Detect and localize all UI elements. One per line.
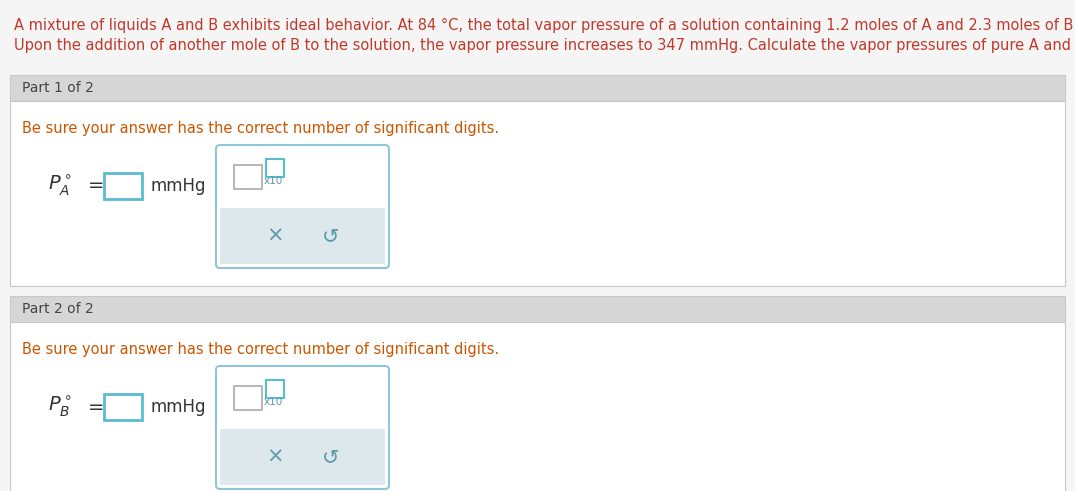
Bar	[10, 101, 1065, 286]
Text: Be sure your answer has the correct number of significant digits.: Be sure your answer has the correct numb…	[22, 342, 499, 357]
Text: mmHg: mmHg	[151, 177, 205, 195]
Text: A mixture of liquids A and B exhibits ideal behavior. At 84 °C, the total vapor : A mixture of liquids A and B exhibits id…	[14, 18, 1075, 33]
Bar	[10, 322, 1065, 491]
Text: $\mathit{P}^\circ_B$: $\mathit{P}^\circ_B$	[48, 395, 72, 419]
Text: x10: x10	[264, 397, 283, 407]
Bar	[104, 394, 142, 420]
Bar	[10, 296, 1065, 322]
Bar	[223, 209, 383, 210]
Text: =: =	[88, 398, 104, 416]
Text: Part 1 of 2: Part 1 of 2	[22, 81, 94, 95]
Bar	[223, 430, 383, 431]
Bar	[10, 75, 1065, 101]
Text: Upon the addition of another mole of B to the solution, the vapor pressure incre: Upon the addition of another mole of B t…	[14, 38, 1075, 53]
Text: ×: ×	[266, 226, 283, 246]
Text: $\mathit{P}^\circ_A$: $\mathit{P}^\circ_A$	[48, 174, 72, 198]
Text: Be sure your answer has the correct number of significant digits.: Be sure your answer has the correct numb…	[22, 121, 499, 136]
Bar	[234, 386, 262, 410]
FancyBboxPatch shape	[220, 429, 385, 485]
Bar	[266, 159, 284, 177]
Text: Part 2 of 2: Part 2 of 2	[22, 302, 94, 316]
Bar	[266, 380, 284, 398]
FancyBboxPatch shape	[216, 145, 389, 268]
Bar	[104, 173, 142, 199]
FancyBboxPatch shape	[220, 208, 385, 264]
Text: mmHg: mmHg	[151, 398, 205, 416]
Text: x10: x10	[264, 176, 283, 186]
Text: ×: ×	[266, 447, 283, 467]
Text: =: =	[88, 176, 104, 195]
FancyBboxPatch shape	[216, 366, 389, 489]
Text: ↺: ↺	[321, 226, 340, 246]
Text: ↺: ↺	[321, 447, 340, 467]
Bar	[234, 165, 262, 189]
